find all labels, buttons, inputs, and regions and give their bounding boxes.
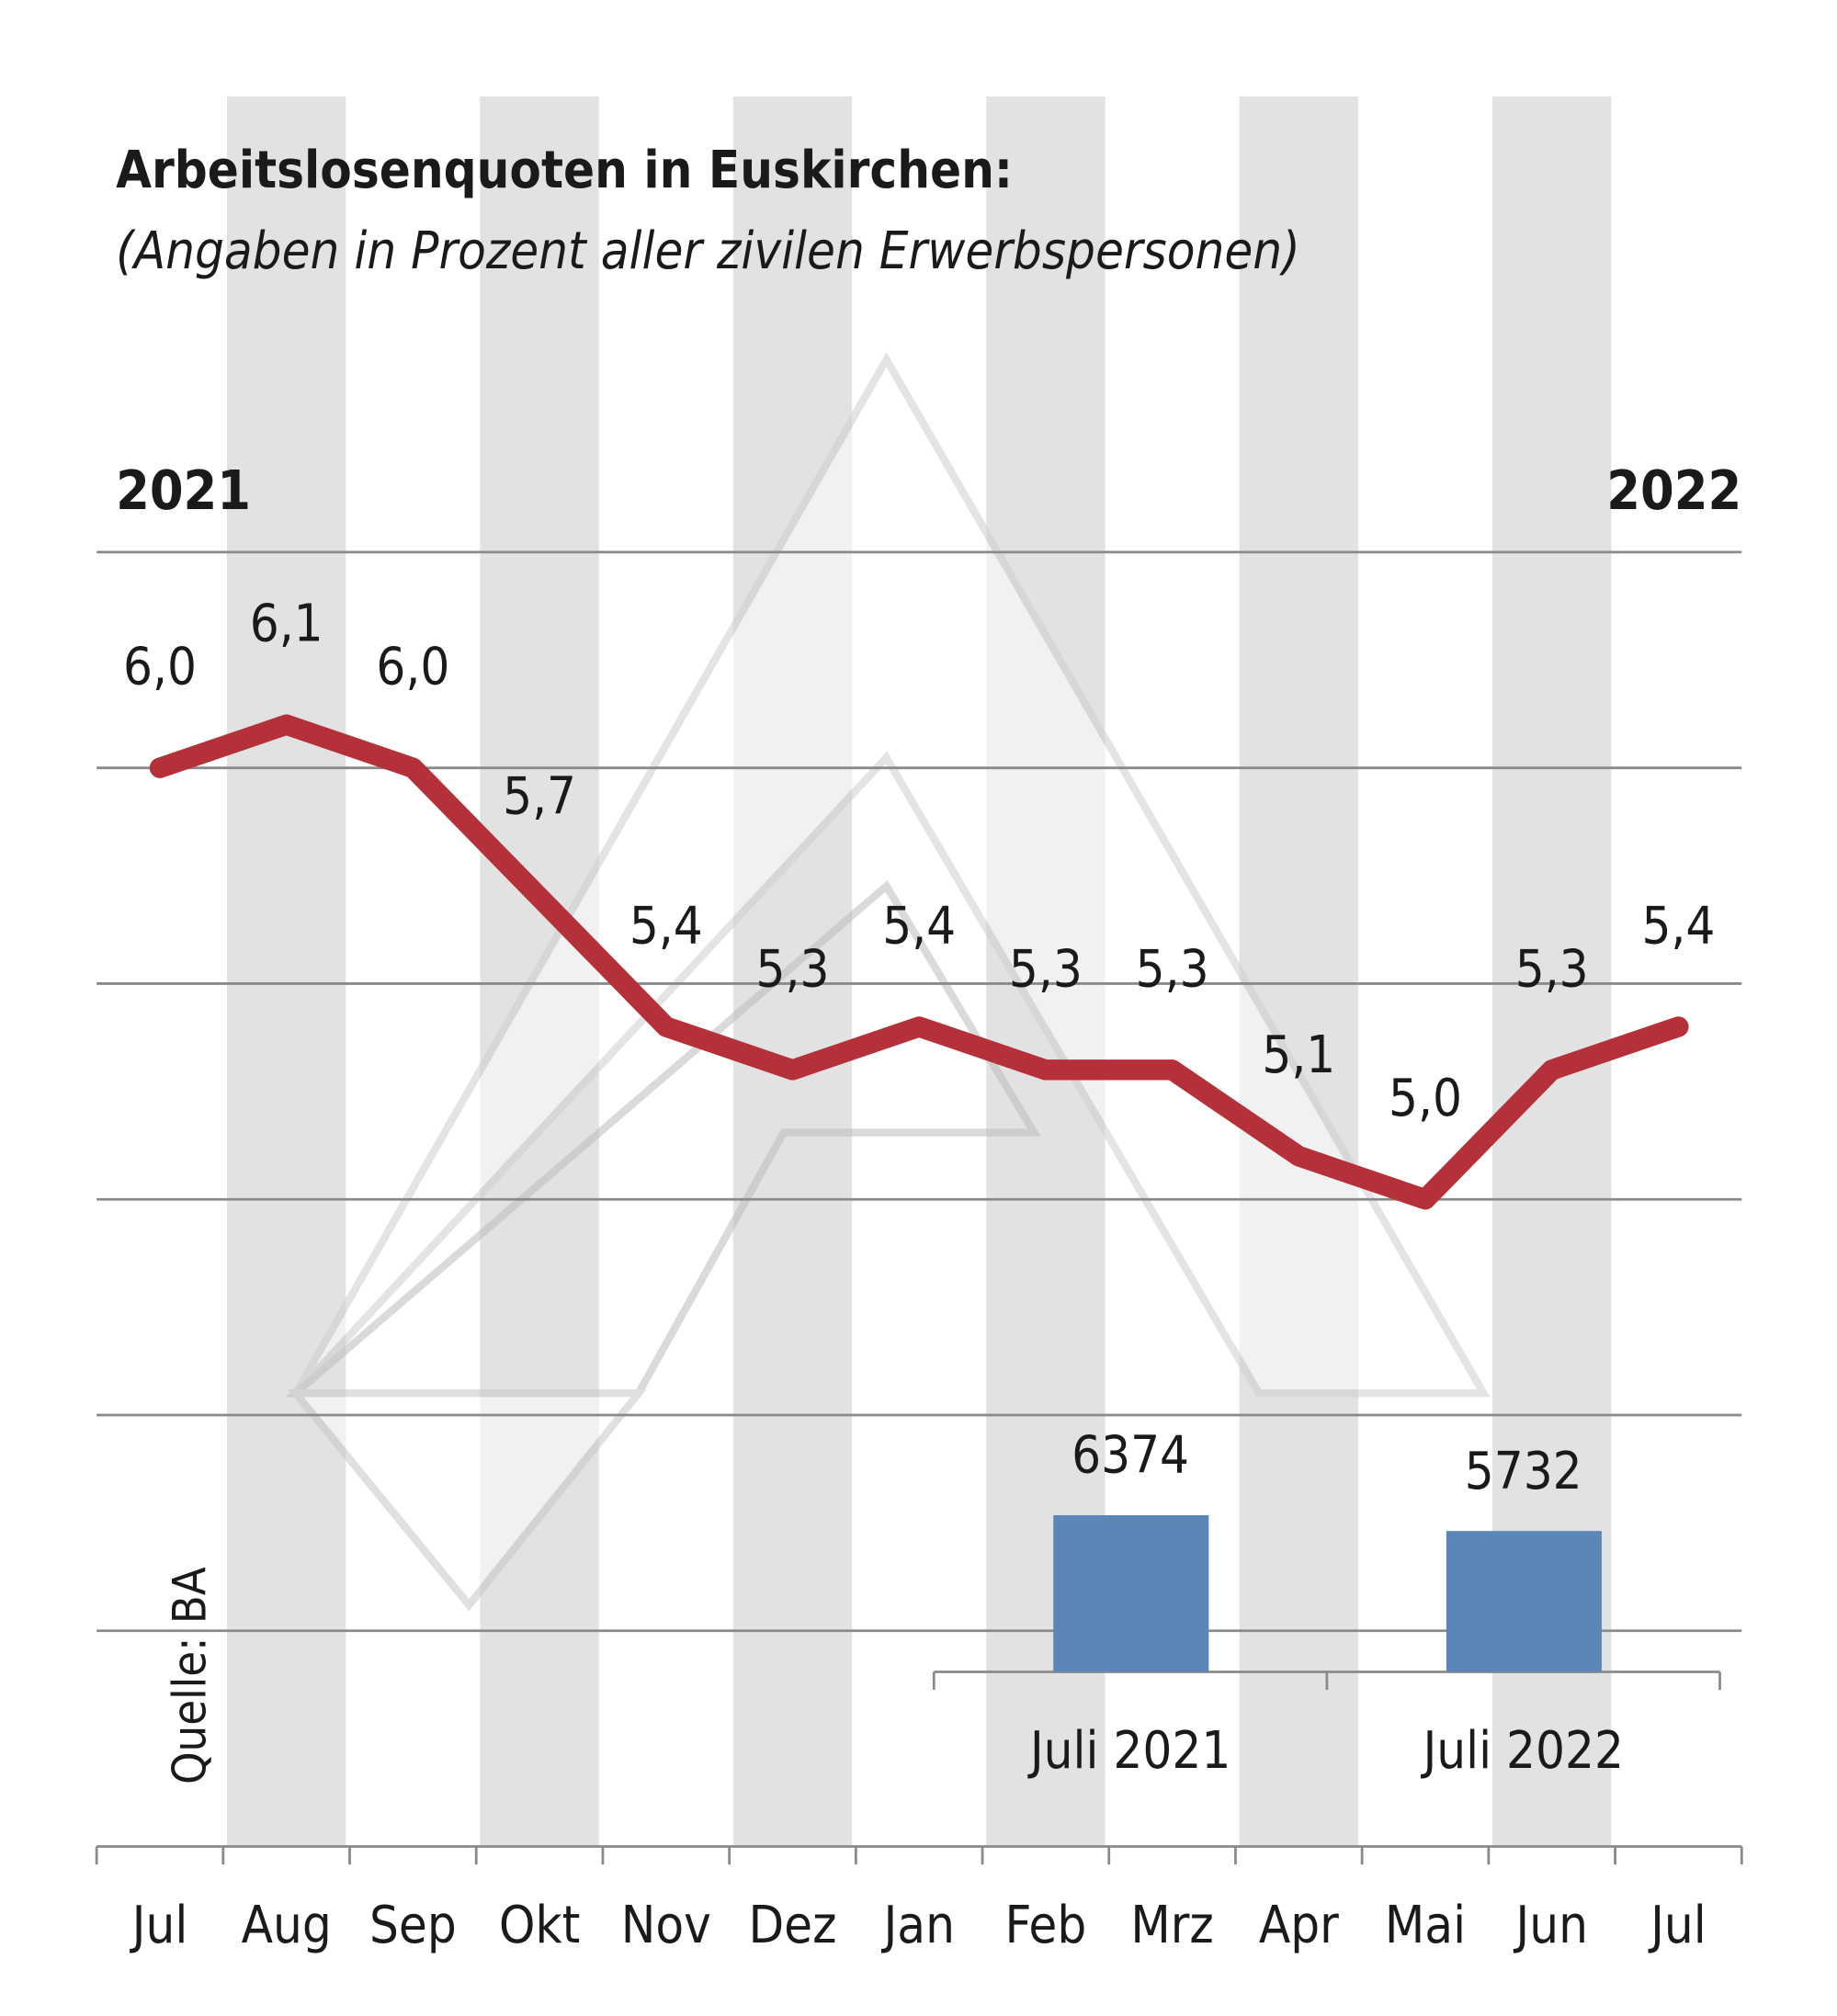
source: Quelle: BA: [162, 1567, 216, 1784]
chart-title: Arbeitslosenquoten in Euskirchen:: [116, 141, 1013, 200]
x-tick-label: Juli 2022: [1420, 1721, 1623, 1781]
x-tick-label: Aug: [242, 1896, 332, 1955]
line-series: [149, 714, 1689, 1210]
data-label: 5,3: [1515, 939, 1589, 999]
data-label: 5,0: [1389, 1069, 1462, 1128]
data-label: 5,1: [1262, 1025, 1335, 1085]
x-tick-label: Dez: [748, 1896, 836, 1955]
x-tick-label: Jul: [130, 1896, 188, 1955]
data-label: 6,1: [250, 595, 323, 654]
x-tick-label: Juli 2021: [1027, 1721, 1230, 1781]
data-label: 5,3: [1009, 939, 1083, 999]
x-tick-label: Okt: [499, 1896, 580, 1955]
x-tick-label: Jan: [880, 1896, 954, 1955]
data-label: 6,0: [376, 638, 449, 697]
data-label: 5,4: [1641, 896, 1715, 956]
chart-subtitle: (Angaben in Prozent aller zivilen Erwerb…: [116, 221, 1300, 281]
year-label: 2022: [1606, 459, 1741, 522]
x-tick-label: Apr: [1259, 1896, 1339, 1955]
data-label: 5,4: [882, 896, 956, 956]
data-label: 6374: [1072, 1426, 1189, 1486]
bar: [1053, 1514, 1209, 1672]
data-label: 5,3: [756, 939, 830, 999]
x-tick-label: Jul: [1648, 1896, 1707, 1955]
x-tick-label: Nov: [621, 1896, 711, 1955]
column-stripe: [227, 96, 346, 1847]
x-tick-label: Mrz: [1130, 1896, 1213, 1955]
data-label: 5,7: [503, 766, 576, 826]
x-tick-label: Feb: [1005, 1896, 1087, 1955]
data-label: 5732: [1465, 1442, 1582, 1501]
bar: [1446, 1531, 1602, 1672]
data-label: 5,4: [629, 896, 703, 956]
x-tick-label: Sep: [369, 1896, 457, 1955]
data-label: 6,0: [123, 638, 197, 697]
column-stripe: [1239, 96, 1358, 1847]
year-label: 2021: [116, 459, 251, 522]
x-tick-label: Jun: [1513, 1896, 1588, 1955]
x-tick-label: Mai: [1385, 1896, 1466, 1955]
data-label: 5,3: [1136, 939, 1209, 999]
